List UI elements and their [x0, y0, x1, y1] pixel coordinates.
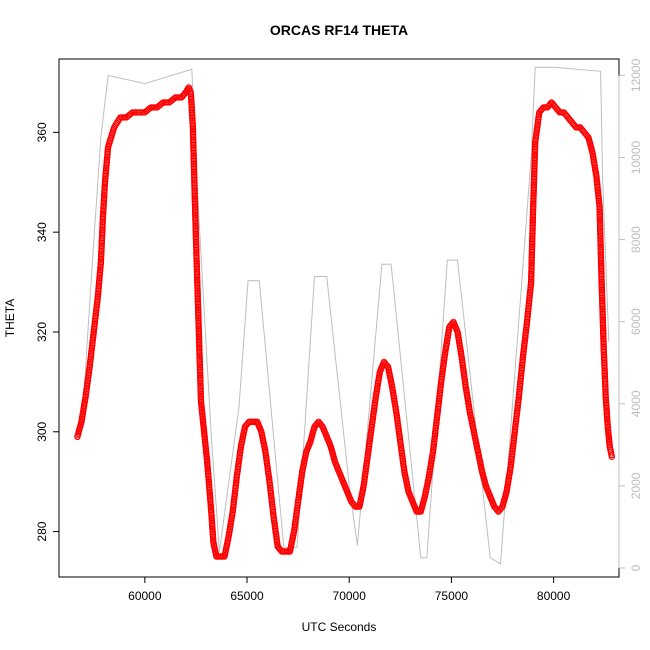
y2-tick-label: 2000 — [629, 472, 643, 499]
y-axis: 280 300 320 340 360 — [35, 122, 60, 542]
x-tick-label: 60000 — [128, 589, 162, 603]
x-tick-label: 75000 — [435, 589, 469, 603]
y2-tick-label: 0 — [629, 564, 643, 571]
y-tick-label: 280 — [35, 521, 49, 541]
data-point — [158, 100, 166, 107]
chart-title: ORCAS RF14 THETA — [270, 22, 408, 38]
y-tick-label: 360 — [35, 122, 49, 142]
x-axis: 60000 65000 70000 75000 80000 — [128, 576, 571, 603]
y2-tick-label: 10000 — [629, 141, 643, 175]
y2-tick-label: 8000 — [629, 226, 643, 253]
y-tick-label: 300 — [35, 421, 49, 441]
y-axis-label: THETA — [3, 299, 17, 337]
data-point — [608, 453, 615, 460]
x-axis-label: UTC Seconds — [302, 620, 377, 634]
theta-series — [74, 84, 615, 560]
x-tick-label: 80000 — [537, 589, 571, 603]
x-tick-label: 65000 — [230, 589, 264, 603]
y2-tick-label: 12000 — [629, 58, 643, 92]
y-tick-label: 320 — [35, 322, 49, 342]
y2-tick-label: 4000 — [629, 390, 643, 417]
y2-axis: 0 2000 4000 6000 8000 10000 12000 — [618, 58, 643, 571]
y-tick-label: 340 — [35, 222, 49, 242]
data-point — [146, 105, 153, 112]
x-tick-label: 70000 — [333, 589, 367, 603]
y2-tick-label: 6000 — [629, 308, 643, 335]
